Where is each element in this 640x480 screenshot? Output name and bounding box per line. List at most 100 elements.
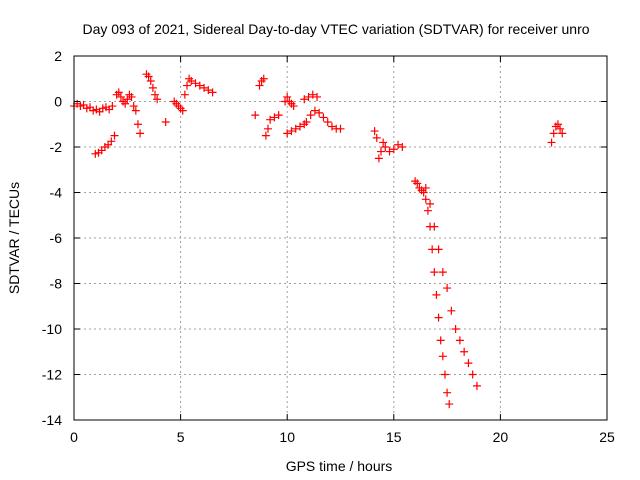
data-point	[191, 79, 200, 88]
data-point	[556, 124, 565, 133]
data-point	[251, 111, 260, 120]
data-point	[131, 106, 140, 115]
data-point	[447, 306, 456, 315]
data-point	[385, 147, 394, 156]
data-point	[310, 106, 319, 115]
y-tick-label: 0	[54, 94, 62, 110]
axis-ticks	[73, 55, 608, 421]
data-point	[421, 183, 430, 192]
data-point	[121, 99, 130, 108]
x-axis-label: GPS time / hours	[286, 458, 393, 474]
data-point	[123, 95, 132, 104]
data-point	[432, 290, 441, 299]
data-point	[398, 143, 407, 151]
data-point	[182, 81, 191, 90]
data-point	[161, 117, 170, 126]
data-point	[445, 400, 454, 409]
data-point	[291, 124, 300, 133]
data-point	[549, 129, 558, 138]
data-point	[430, 222, 439, 231]
data-points	[70, 70, 567, 409]
data-point	[127, 92, 136, 101]
data-point	[187, 77, 196, 86]
data-point	[374, 154, 383, 163]
data-point	[302, 117, 311, 126]
data-point	[300, 95, 309, 104]
data-point	[436, 336, 445, 345]
data-point	[419, 188, 428, 197]
data-point	[180, 90, 189, 99]
chart-title: Day 093 of 2021, Sidereal Day-to-day VTE…	[82, 21, 589, 37]
data-point	[438, 268, 447, 277]
data-point	[264, 124, 273, 133]
data-point	[451, 325, 460, 333]
data-point	[289, 102, 298, 111]
data-point	[547, 138, 556, 147]
data-point	[313, 92, 322, 101]
y-tick-label: -14	[42, 412, 62, 428]
data-point	[377, 147, 386, 156]
data-point	[438, 352, 447, 361]
data-point	[319, 113, 328, 122]
x-tick-label: 0	[70, 429, 78, 445]
data-point	[323, 117, 332, 126]
data-point	[274, 111, 283, 120]
data-point	[116, 92, 125, 101]
data-point	[423, 206, 432, 215]
data-point	[553, 120, 562, 129]
data-point	[107, 137, 116, 146]
data-point	[460, 347, 469, 356]
y-tick-label: -6	[50, 230, 63, 246]
data-point	[372, 133, 381, 142]
data-point	[148, 83, 157, 92]
x-tick-label: 5	[177, 429, 185, 445]
data-point	[430, 268, 439, 277]
data-point	[434, 313, 443, 322]
data-point	[421, 195, 430, 204]
data-point	[146, 77, 155, 86]
data-point	[379, 138, 388, 147]
y-tick-label: -2	[50, 139, 63, 155]
data-point	[413, 179, 422, 188]
data-point	[336, 124, 345, 133]
y-tick-label: -10	[42, 321, 62, 337]
y-tick-label: 2	[54, 48, 62, 64]
data-point	[455, 336, 464, 345]
data-point	[261, 131, 270, 140]
data-point	[468, 370, 477, 379]
data-point	[394, 140, 403, 149]
y-tick-label: -12	[42, 367, 62, 383]
grid	[74, 56, 607, 420]
data-point	[136, 129, 145, 138]
data-point	[270, 113, 279, 122]
data-point	[110, 131, 119, 140]
data-point	[114, 88, 123, 97]
y-tick-label: -8	[50, 276, 63, 292]
data-point	[434, 245, 443, 254]
data-point	[295, 122, 304, 131]
data-point	[129, 102, 138, 111]
data-point	[370, 127, 379, 136]
data-point	[389, 145, 398, 154]
data-point	[443, 388, 452, 397]
data-point	[255, 81, 264, 90]
data-point	[315, 108, 324, 117]
data-point	[283, 129, 292, 138]
data-point	[151, 90, 160, 99]
data-point	[200, 83, 209, 92]
data-point	[381, 143, 390, 151]
data-point	[308, 90, 317, 99]
data-point	[443, 284, 452, 293]
y-tick-label: -4	[50, 185, 63, 201]
data-point	[306, 111, 315, 120]
x-tick-label: 15	[386, 429, 402, 445]
data-point	[208, 88, 217, 97]
data-point	[558, 129, 567, 138]
x-tick-label: 10	[279, 429, 295, 445]
data-point	[304, 92, 313, 101]
data-point	[472, 381, 481, 390]
data-point	[327, 122, 336, 131]
